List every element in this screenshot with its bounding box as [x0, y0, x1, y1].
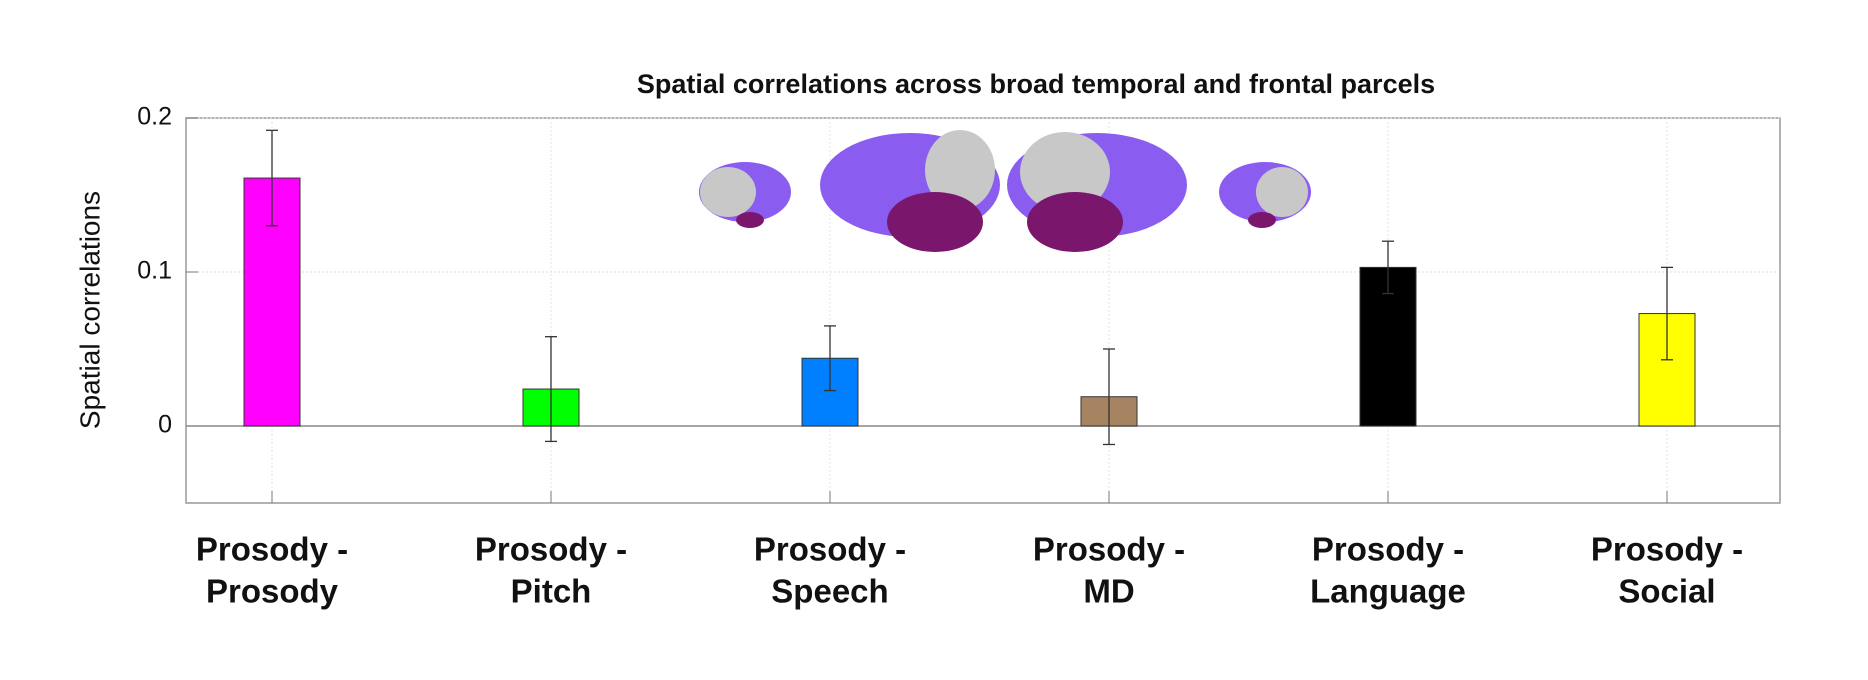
y-tick-label: 0	[158, 411, 172, 439]
brain	[1256, 167, 1308, 217]
x-tick-label: Prosody -	[1312, 531, 1464, 568]
chart-title: Spatial correlations across broad tempor…	[637, 69, 1435, 99]
x-tick-label: Prosody -	[475, 531, 627, 568]
x-tick-label: Prosody -	[754, 531, 906, 568]
x-tick-label: MD	[1083, 573, 1134, 610]
brain	[1027, 192, 1123, 252]
brain	[1248, 212, 1276, 228]
x-tick-label: Prosody -	[196, 531, 348, 568]
x-tick-label: Prosody -	[1033, 531, 1185, 568]
y-tick-label: 0.2	[137, 103, 172, 131]
y-tick-label: 0.1	[137, 257, 172, 285]
brain	[1020, 132, 1110, 212]
y-axis-label: Spatial correlations	[74, 191, 105, 429]
brain	[700, 167, 756, 217]
x-tick-label: Language	[1310, 573, 1466, 610]
brain	[925, 130, 995, 210]
x-tick-label: Prosody -	[1591, 531, 1743, 568]
x-tick-label: Pitch	[511, 573, 592, 610]
x-tick-label: Social	[1618, 573, 1715, 610]
brain	[736, 212, 764, 228]
x-tick-label: Speech	[771, 573, 888, 610]
brain	[887, 192, 983, 252]
x-tick-label: Prosody	[206, 573, 339, 610]
brain-images	[699, 130, 1311, 252]
